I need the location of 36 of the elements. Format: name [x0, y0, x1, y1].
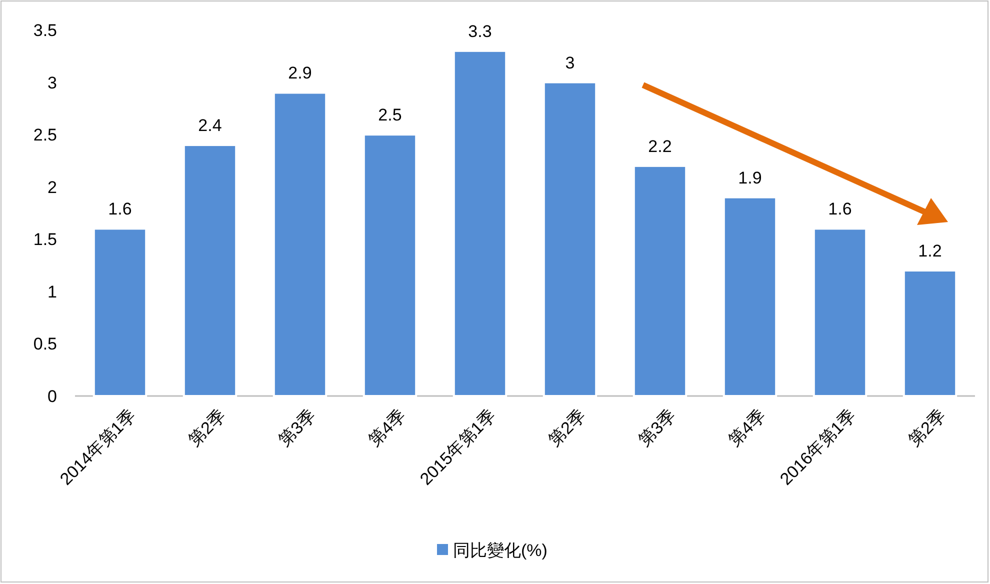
y-tick-label: 1.5 [33, 230, 57, 250]
bar [92, 228, 148, 397]
y-tick-label: 2.5 [33, 126, 57, 145]
data-label: 2.2 [648, 136, 672, 156]
data-label: 1.9 [738, 168, 762, 188]
y-tick-label: 2 [48, 178, 57, 197]
bar [362, 134, 418, 397]
data-label: 2.9 [288, 64, 312, 83]
data-label: 3 [565, 53, 575, 72]
data-label: 2.5 [378, 106, 402, 125]
x-tick-label: 第4季 [725, 406, 770, 450]
bar [812, 228, 868, 397]
y-tick-label: 3 [48, 73, 57, 92]
x-tick-label: 第3季 [635, 406, 680, 450]
data-label: 1.6 [108, 200, 132, 219]
bar [902, 270, 958, 397]
x-tick-label: 第2季 [905, 406, 950, 450]
x-tick-label: 第4季 [365, 406, 410, 450]
legend-label: 同比變化(%) [453, 541, 548, 560]
bar [182, 144, 238, 397]
x-tick-label: 第2季 [545, 406, 590, 450]
bar [542, 81, 598, 397]
y-tick-label: 3.5 [33, 21, 57, 40]
x-tick-label: 第2季 [185, 406, 230, 450]
x-tick-label: 第3季 [275, 406, 320, 450]
data-label: 1.6 [828, 200, 852, 219]
bar [272, 92, 328, 397]
data-label: 1.2 [918, 242, 942, 261]
data-label: 3.3 [468, 22, 492, 41]
y-tick-label: 0 [48, 387, 57, 406]
y-tick-label: 0.5 [33, 334, 57, 354]
bar [722, 196, 778, 397]
y-tick-label: 1 [48, 282, 57, 302]
data-label: 2.4 [198, 116, 222, 136]
bar [452, 50, 508, 397]
bar [632, 164, 688, 397]
